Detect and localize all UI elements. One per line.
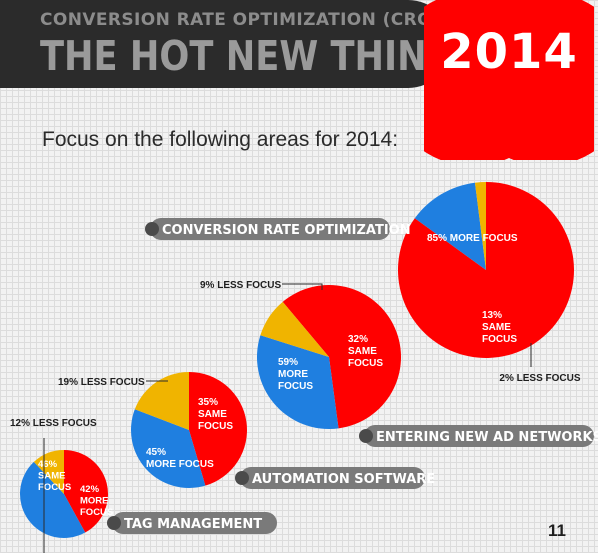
automation-title-tag: AUTOMATION SOFTWARE (235, 467, 435, 489)
subtitle: Focus on the following areas for 2014: (42, 128, 399, 151)
automation-slice-same-focus (131, 409, 206, 488)
cro-pie: 85% MORE FOCUS 13% SAME FOCUS 2% LESS FOCUS C… (145, 181, 581, 384)
ad-networks-slice-less-focus (260, 301, 329, 357)
tag-management-slice-same-focus (20, 461, 86, 538)
ad-networks-slice-more-focus (282, 285, 401, 429)
automation-pie: 45% MORE FOCUS 35% SAME FOCUS 19% LESS FOCUS A… (58, 372, 435, 489)
automation-slice-less-focus (134, 372, 189, 430)
automation-label-more: 45% MORE FOCUS (146, 447, 214, 470)
ad-networks-title: ENTERING NEW AD NETWORKS (376, 430, 598, 445)
ad-networks-label-same: 32% SAME FOCUS (348, 334, 383, 369)
automation-title: AUTOMATION SOFTWARE (252, 472, 435, 487)
tag-management-pie: 42% MORE FOCUS 46% SAME FOCUS 12% LESS FOCUS TA… (10, 418, 277, 553)
automation-label-same: 35% SAME FOCUS (198, 397, 233, 432)
ad-networks-label-less: 9% LESS FOCUS (200, 280, 281, 291)
ad-networks-title-dot (359, 429, 373, 443)
cro-label-less: 2% LESS FOCUS (499, 373, 580, 384)
tag-management-title-box (112, 512, 277, 534)
cro-label-more: 85% MORE FOCUS (427, 233, 518, 244)
ad-networks-leader-line (282, 283, 323, 290)
ad-networks-pie: 59% MORE FOCUS 32% SAME FOCUS 9% LESS FOCUS ENT… (200, 280, 598, 447)
cro-slice-more-focus (398, 181, 575, 358)
tag-management-label-less: 12% LESS FOCUS (10, 418, 97, 429)
tag-management-label-same: 46% SAME FOCUS (38, 459, 71, 493)
tag-management-title: TAG MANAGEMENT (124, 517, 262, 532)
tag-management-title-tag: TAG MANAGEMENT (107, 512, 277, 534)
cro-title-dot (145, 222, 159, 236)
headline-line1: CONVERSION RATE OPTIMIZATION (CRO) WILL … (40, 10, 527, 30)
cro-slice-same-focus (414, 182, 486, 270)
ad-networks-title-box (364, 425, 594, 447)
automation-slice-more-focus (189, 372, 248, 486)
year-badge-shape (424, 0, 594, 160)
ad-networks-slice-same-focus (257, 335, 339, 429)
cro-label-same: 13% SAME FOCUS (482, 310, 517, 345)
automation-title-dot (235, 471, 249, 485)
tag-management-label-more: 42% MORE FOCUS (80, 484, 113, 518)
tag-management-title-dot (107, 516, 121, 530)
year-badge-text: 2014 (440, 24, 578, 80)
ad-networks-label-more: 59% MORE FOCUS (278, 357, 313, 392)
tag-management-slice-less-focus (33, 450, 64, 494)
cro-slice-less-focus (474, 182, 486, 270)
year-badge-pin-icon (424, 0, 594, 160)
headline-banner: CONVERSION RATE OPTIMIZATION (CRO) WILL … (0, 0, 527, 88)
tag-management-slice-more-focus (64, 450, 108, 533)
cro-title-box (150, 218, 390, 240)
automation-title-box (240, 467, 425, 489)
automation-label-less: 19% LESS FOCUS (58, 377, 145, 388)
ad-networks-title-tag: ENTERING NEW AD NETWORKS (359, 425, 598, 447)
cro-title-tag: CONVERSION RATE OPTIMIZATION (145, 218, 411, 240)
cro-title: CONVERSION RATE OPTIMIZATION (162, 223, 411, 238)
page-number: 11 (548, 521, 566, 540)
